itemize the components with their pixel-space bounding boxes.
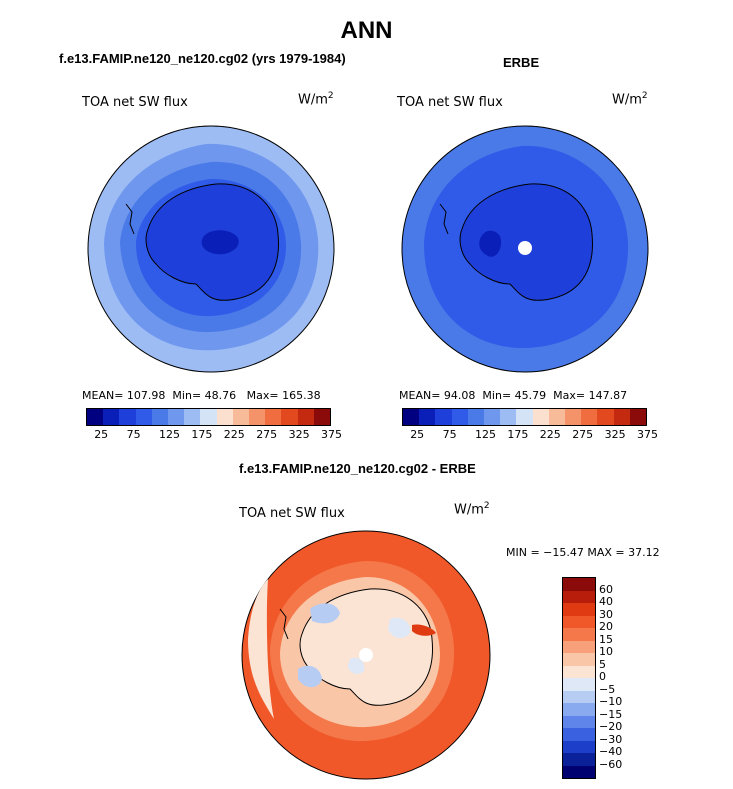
colorbar-swatch (500, 409, 517, 425)
colorbar-swatch (563, 640, 595, 653)
colorbar-swatch (151, 409, 169, 425)
colorbar-tick-label: 75 (442, 428, 457, 441)
colorbar-panel-2 (402, 408, 647, 426)
colorbar-swatch (135, 409, 152, 425)
colorbar-tick-label: 175 (191, 428, 213, 441)
colorbar-tick-label: 20 (599, 620, 613, 633)
colorbar-swatch (563, 715, 595, 728)
colorbar-swatch (563, 628, 595, 641)
figure-title: ANN (340, 17, 393, 44)
colorbar-swatch (435, 409, 452, 425)
colorbar-swatch (119, 409, 136, 425)
colorbar-tick-label: −30 (599, 732, 623, 746)
diff-panel-title: f.e13.FAMIP.ne120_ne120.cg02 - ERBE (239, 461, 476, 476)
colorbar-diff-panel (562, 577, 596, 779)
colorbar-tick-label: 25 (94, 428, 109, 441)
colorbar-swatch (563, 615, 595, 628)
colorbar-swatch (200, 409, 217, 425)
diff-panel-minmax: MIN = −15.47 MAX = 37.12 (506, 546, 660, 559)
colorbar-swatch (451, 409, 468, 425)
diff-panel-units: W/m2 (454, 501, 490, 518)
colorbar-swatch (597, 409, 614, 425)
panel-1-units: W/m2 (298, 91, 334, 108)
colorbar-swatch (403, 409, 420, 425)
colorbar-tick-label: −5 (599, 682, 616, 696)
colorbar-panel-1 (86, 408, 331, 426)
colorbar-swatch (532, 409, 549, 425)
colorbar-swatch (613, 409, 630, 425)
colorbar-swatch (563, 578, 595, 591)
colorbar-swatch (581, 409, 598, 425)
panel-2-variable-label: TOA net SW flux (397, 95, 503, 110)
colorbar-tick-label: 325 (288, 428, 310, 441)
colorbar-swatch (281, 409, 298, 425)
colorbar-tick-label: 15 (599, 632, 613, 646)
colorbar-swatch (232, 409, 250, 425)
colorbar-swatch (467, 409, 485, 425)
colorbar-swatch (563, 665, 595, 678)
colorbar-swatch (249, 409, 266, 425)
colorbar-swatch (563, 603, 595, 616)
colorbar-swatch (184, 409, 201, 425)
colorbar-swatch (629, 409, 647, 425)
colorbar-tick-label: −20 (599, 720, 623, 733)
colorbar-swatch (265, 409, 282, 425)
panel-1-variable-label: TOA net SW flux (82, 95, 188, 110)
colorbar-tick-label: −15 (599, 707, 623, 721)
colorbar-tick-label: 325 (604, 428, 626, 441)
colorbar-swatch (216, 409, 233, 425)
colorbar-tick-label: −40 (599, 745, 623, 758)
colorbar-tick-label: 60 (599, 582, 613, 596)
colorbar-swatch (563, 690, 595, 703)
colorbar-swatch (484, 409, 501, 425)
panel-1-title: f.e13.FAMIP.ne120_ne120.cg02 (yrs 1979-1… (59, 51, 346, 66)
colorbar-tick-label: 125 (159, 428, 180, 441)
colorbar-tick-label: 25 (410, 428, 425, 441)
diff-panel-variable-label: TOA net SW flux (239, 506, 345, 521)
colorbar-panel-2-ticks: 25 75 125 175 225 275 325 375 (402, 428, 658, 442)
colorbar-swatch (87, 409, 104, 425)
panel-2-units: W/m2 (612, 91, 648, 108)
colorbar-swatch (563, 765, 595, 778)
colorbar-swatch (565, 409, 582, 425)
map-panel-2 (401, 125, 649, 373)
colorbar-tick-label: −60 (599, 757, 623, 771)
panel-2-stats: MEAN= 94.08 Min= 45.79 Max= 147.87 (399, 389, 628, 402)
colorbar-tick-label: 175 (507, 428, 529, 441)
colorbar-tick-label: 5 (599, 657, 606, 671)
colorbar-tick-label: 30 (599, 607, 613, 621)
colorbar-swatch (563, 728, 595, 741)
colorbar-swatch (563, 753, 595, 766)
colorbar-tick-label: −10 (599, 695, 623, 708)
colorbar-tick-label: 375 (637, 428, 658, 441)
colorbar-tick-label: 225 (223, 428, 245, 441)
colorbar-tick-label: 225 (539, 428, 561, 441)
colorbar-panel-1-ticks: 25 75 125 175 225 275 325 375 (86, 428, 342, 442)
colorbar-tick-label: 125 (475, 428, 496, 441)
colorbar-tick-label: 0 (599, 670, 606, 683)
colorbar-swatch (563, 590, 595, 603)
map-diff-panel (241, 530, 491, 780)
colorbar-swatch (168, 409, 185, 425)
colorbar-swatch (548, 409, 566, 425)
map-panel-1 (87, 125, 335, 373)
colorbar-swatch (563, 678, 595, 691)
colorbar-swatch (419, 409, 436, 425)
colorbar-tick-label: 75 (126, 428, 141, 441)
colorbar-swatch (563, 740, 595, 753)
colorbar-tick-label: 10 (599, 645, 613, 658)
colorbar-diff-panel-ticks: 60 40 30 20 15 10 5 0 −5 −10 −15 −20 −30 −40 −60 (599, 577, 639, 777)
colorbar-tick-label: 40 (599, 595, 613, 608)
colorbar-tick-label: 275 (572, 428, 594, 441)
colorbar-swatch (516, 409, 533, 425)
panel-2-title: ERBE (503, 55, 540, 70)
panel-1-stats: MEAN= 107.98 Min= 48.76 Max= 165.38 (82, 389, 321, 402)
colorbar-swatch (103, 409, 120, 425)
colorbar-swatch (313, 409, 331, 425)
colorbar-tick-label: 375 (321, 428, 342, 441)
colorbar-swatch (563, 653, 595, 666)
colorbar-tick-label: 275 (256, 428, 278, 441)
colorbar-swatch (297, 409, 314, 425)
colorbar-swatch (563, 703, 595, 716)
